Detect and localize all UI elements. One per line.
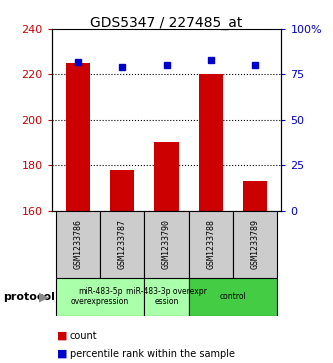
Text: miR-483-5p
overexpression: miR-483-5p overexpression (71, 287, 129, 306)
Bar (155, 142, 178, 211)
Bar (56, 278, 145, 316)
Text: protocol: protocol (3, 292, 55, 302)
Text: control: control (219, 292, 246, 301)
Bar (188, 278, 277, 316)
Text: percentile rank within the sample: percentile rank within the sample (70, 349, 235, 359)
Bar (56, 211, 100, 278)
Text: ■: ■ (57, 331, 67, 341)
Text: GDS5347 / 227485_at: GDS5347 / 227485_at (90, 16, 243, 30)
Text: miR-483-3p overexpr
ession: miR-483-3p overexpr ession (126, 287, 207, 306)
Bar (66, 63, 90, 211)
Text: GSM1233788: GSM1233788 (206, 219, 215, 269)
Text: GSM1233789: GSM1233789 (250, 219, 259, 269)
Text: ■: ■ (57, 349, 67, 359)
Bar (243, 181, 267, 211)
Bar (110, 170, 135, 211)
Text: GSM1233786: GSM1233786 (74, 219, 83, 269)
Bar (145, 211, 188, 278)
Text: count: count (70, 331, 98, 341)
Text: GSM1233790: GSM1233790 (162, 219, 171, 269)
Bar (100, 211, 145, 278)
Bar (188, 211, 233, 278)
Bar (198, 74, 223, 211)
Text: ▶: ▶ (39, 290, 48, 303)
Bar (145, 278, 188, 316)
Text: GSM1233787: GSM1233787 (118, 219, 127, 269)
Bar (233, 211, 277, 278)
